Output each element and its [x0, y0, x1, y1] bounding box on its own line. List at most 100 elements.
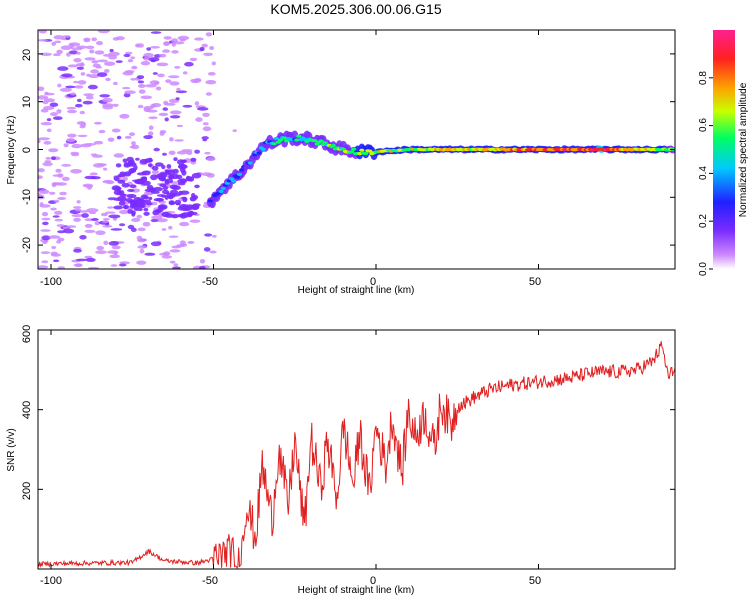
spectrogram-noise-blob [66, 106, 77, 110]
spectrogram-noise-blob [38, 39, 48, 42]
spectrogram-ytick-label: 20 [21, 49, 33, 61]
spectrogram-ridge-core [260, 147, 266, 151]
spectrogram-noise-blob [148, 125, 154, 130]
spectrogram-noise-blob [123, 93, 131, 98]
spectrogram-ridge-core [249, 155, 256, 159]
spectrogram-ridge-core [243, 165, 249, 169]
spectrogram-ridge-core [256, 151, 262, 155]
spectrogram-noise-blob [40, 52, 52, 56]
spectrogram-noise-blob [211, 61, 216, 66]
spectrogram-noise-blob [61, 164, 72, 167]
spectrogram-noise-blob [141, 176, 146, 181]
spectrogram-noise-blob [179, 240, 186, 245]
spectrogram-ridge-core [239, 168, 245, 172]
spectrogram-noise-blob [137, 80, 145, 84]
spectrogram-noise-blob [49, 191, 56, 195]
spectrogram-noise-blob [116, 196, 127, 202]
spectrogram-noise-blob [164, 102, 176, 106]
spectrogram-noise-blob [53, 116, 63, 120]
spectrogram-noise-blob [130, 227, 137, 232]
spectrogram-noise-blob [91, 60, 99, 64]
spectrogram-noise-blob [135, 157, 140, 161]
spectrogram-noise-blob [181, 149, 193, 153]
spectrogram-noise-blob [155, 162, 164, 167]
spectrogram-noise-blob [143, 207, 149, 212]
spectrogram-noise-blob [163, 36, 172, 40]
spectrogram-noise-blob [53, 259, 60, 263]
spectrogram-noise-blob [188, 211, 198, 215]
spectrogram-noise-blob [204, 151, 211, 155]
spectrogram-noise-blob [111, 245, 121, 250]
spectrogram-noise-blob [127, 160, 134, 166]
spectrogram-noise-blob [144, 158, 153, 163]
spectrogram-noise-blob [190, 78, 201, 83]
spectrogram-noise-blob [148, 131, 154, 136]
spectrogram-noise-blob [57, 197, 67, 200]
spectrogram-noise-blob [187, 240, 195, 244]
spectrogram-noise-blob [162, 107, 169, 111]
spectrogram-noise-blob [102, 225, 113, 228]
spectrogram-noise-blob [168, 150, 176, 155]
spectrogram-noise-blob [160, 205, 167, 210]
spectrogram-noise-blob [65, 85, 76, 89]
spectrogram-noise-blob [143, 199, 152, 204]
spectrogram-noise-blob [137, 104, 144, 109]
spectrogram-noise-blob [76, 66, 85, 70]
spectrogram-noise-blob [59, 191, 67, 196]
colorbar: 0.0 0.2 0.4 0.6 0.8 Normalized spectral … [698, 30, 749, 276]
spectrogram-xtick-label: -100 [40, 276, 62, 288]
spectrogram-noise-blob [128, 132, 136, 137]
spectrogram-noise-blob [108, 214, 121, 219]
spectrogram-noise-blob [150, 31, 162, 34]
colorbar-tick-label: 0.2 [698, 214, 709, 228]
spectrogram-noise-blob [137, 84, 146, 88]
spectrogram-ridge-core [363, 151, 369, 156]
spectrogram-noise-blob [57, 237, 65, 242]
spectrogram-noise-blob [169, 260, 176, 264]
spectrogram-noise-blob [179, 221, 190, 227]
spectrogram-noise-blob [156, 62, 169, 67]
spectrogram-noise-blob [169, 137, 174, 142]
spectrogram-noise-blob [43, 140, 52, 145]
spectrogram-noise-blob [107, 206, 114, 209]
spectrogram-noise-blob [66, 138, 76, 143]
spectrogram-noise-blob [131, 218, 141, 222]
spectrogram-noise-blob [121, 183, 130, 188]
spectrogram-noise-blob [119, 223, 126, 227]
spectrogram-noise-blob [150, 174, 158, 181]
spectrogram-noise-blob [199, 259, 206, 264]
spectrogram-noise-blob [124, 171, 132, 177]
spectrogram-noise-blob [189, 196, 197, 202]
spectrogram-noise-blob [42, 162, 53, 167]
spectrogram-noise-blob [42, 221, 49, 226]
spectrogram-noise-blob [70, 92, 76, 96]
spectrogram-noise-blob [151, 165, 159, 171]
snr-xtick-label: 0 [370, 575, 376, 587]
spectrogram-noise-blob [46, 118, 52, 122]
spectrogram-noise-blob [146, 109, 158, 113]
spectrogram-noise-blob [194, 184, 200, 189]
spectrogram-noise-blob [191, 204, 200, 210]
spectrogram-noise-blob [196, 107, 209, 111]
spectrogram-noise-blob [50, 112, 58, 117]
spectrogram-noise-blob [130, 56, 135, 59]
spectrogram-noise-blob [177, 35, 190, 41]
spectrogram-noise-blob [158, 252, 170, 256]
spectrogram-noise-blob [48, 235, 61, 239]
spectrogram-noise-blob [124, 70, 135, 74]
spectrogram-noise-blob [54, 199, 60, 203]
spectrogram-xlabel: Height of straight line (km) [298, 285, 415, 296]
spectrogram-noise-blob [154, 209, 162, 214]
spectrogram-noise-blob [54, 218, 64, 222]
spectrogram-noise-blob [66, 225, 77, 228]
spectrogram-noise-blob [119, 113, 130, 119]
spectrogram-noise-blob [122, 86, 131, 90]
spectrogram-noise-blob [143, 211, 150, 216]
spectrogram-noise-blob [108, 51, 120, 57]
spectrogram-noise-blob [165, 169, 170, 173]
spectrogram-noise-blob [176, 124, 183, 128]
snr-ytick-label: 600 [21, 325, 33, 343]
spectrogram-noise-blob [161, 194, 167, 198]
spectrogram-xtick-label: -50 [202, 276, 218, 288]
spectrogram-noise-blob [39, 202, 44, 207]
